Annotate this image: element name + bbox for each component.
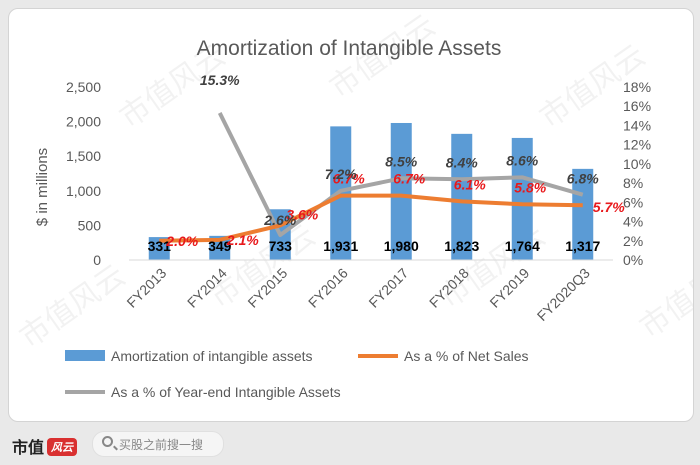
line-series (159, 112, 584, 243)
chart-title: Amortization of Intangible Assets (197, 37, 502, 60)
legend-swatch-bar (65, 350, 105, 361)
x-tick-label: FY2017 (365, 265, 411, 311)
y2-tick-label: 10% (623, 156, 651, 172)
y-tick-label: 2,500 (66, 79, 101, 95)
y-tick-label: 500 (78, 217, 102, 233)
bar-value-label: 1,823 (444, 238, 479, 254)
legend-label: As a % of Year-end Intangible Assets (111, 384, 341, 400)
bar (148, 237, 170, 260)
net-sales-pct-label: 6.7% (333, 171, 365, 187)
y2-tick-label: 14% (623, 117, 651, 133)
y2-tick-label: 4% (623, 214, 643, 230)
bar-value-label: 1,764 (505, 238, 540, 254)
bar-value-label: 349 (208, 238, 232, 254)
brand-name: 市值 (12, 438, 45, 457)
y-axis-right: 0% 2% 4% 6% 8% 10% 12% 14% 16% 18% (623, 79, 651, 268)
footer-bar: 市值 风云 买股之前搜一搜 (0, 422, 700, 465)
y2-tick-label: 12% (623, 137, 651, 153)
y-tick-label: 2,000 (66, 114, 101, 130)
chart-card: 市值风云 市值风云 市值风云 市值风云 市值风云 市值风云 市值风云 Amortizatio… (8, 8, 694, 422)
legend-label: Amortization of intangible assets (111, 348, 313, 364)
watermark-text: 市值风云 (14, 258, 132, 355)
x-axis: FY2013 FY2014 FY2015 FY2016 FY2017 FY2018 FY20… (123, 265, 593, 324)
bar-value-label: 1,931 (323, 238, 358, 254)
net-sales-pct-label: 2.0% (165, 233, 198, 249)
bar-value-label: 331 (148, 238, 172, 254)
intangible-pct-label: 15.3% (200, 72, 240, 88)
bar (390, 122, 412, 260)
brand-badge: 风云 (47, 438, 78, 456)
y2-tick-label: 18% (623, 79, 651, 95)
bar (511, 137, 533, 260)
data-labels: 331 349 733 1,931 1,980 1,823 1,764 1,317 2.0% 2.… (148, 72, 626, 254)
intangible-pct-label: 2.6% (263, 212, 296, 228)
intangible-pct-label: 8.6% (506, 152, 538, 168)
x-tick-label: FY2016 (305, 265, 351, 311)
net-sales-pct-label: 3.6% (286, 206, 318, 222)
intangible-pct-label: 8.5% (385, 153, 417, 169)
y-axis-label: $ in millions (34, 148, 51, 226)
y2-tick-label: 0% (623, 252, 643, 268)
series-line (217, 112, 584, 238)
net-sales-pct-label: 6.7% (393, 171, 425, 187)
legend: Amortization of intangible assets As a % … (65, 348, 529, 400)
x-tick-label: FY2020Q3 (534, 265, 593, 324)
y2-tick-label: 2% (623, 233, 643, 249)
intangible-pct-label: 8.4% (446, 154, 478, 170)
net-sales-pct-label: 5.8% (514, 179, 546, 195)
y-axis-left: 0 500 1,000 1,500 2,000 2,500 (66, 79, 101, 268)
bar (451, 133, 473, 260)
y2-tick-label: 8% (623, 175, 643, 191)
bar-value-label: 1,980 (384, 238, 419, 254)
legend-label: As a % of Net Sales (404, 348, 529, 364)
bar-value-label: 1,317 (565, 238, 600, 254)
intangible-pct-label: 6.8% (567, 171, 599, 187)
y2-tick-label: 16% (623, 98, 651, 114)
net-sales-pct-label: 6.1% (454, 176, 486, 192)
search-placeholder: 买股之前搜一搜 (119, 438, 204, 452)
net-sales-pct-label: 2.1% (226, 232, 259, 248)
search-icon (102, 436, 113, 447)
y-tick-label: 0 (93, 252, 101, 268)
series-line (159, 193, 583, 243)
y2-tick-label: 6% (623, 194, 643, 210)
search-input[interactable]: 买股之前搜一搜 (92, 431, 224, 457)
y-tick-label: 1,500 (66, 148, 101, 164)
net-sales-pct-label: 5.7% (593, 199, 625, 215)
bar-value-label: 733 (269, 238, 293, 254)
brand-logo[interactable]: 市值 风云 (12, 434, 78, 458)
y-tick-label: 1,000 (66, 183, 101, 199)
intangible-pct-label: 7.2% (325, 166, 357, 182)
